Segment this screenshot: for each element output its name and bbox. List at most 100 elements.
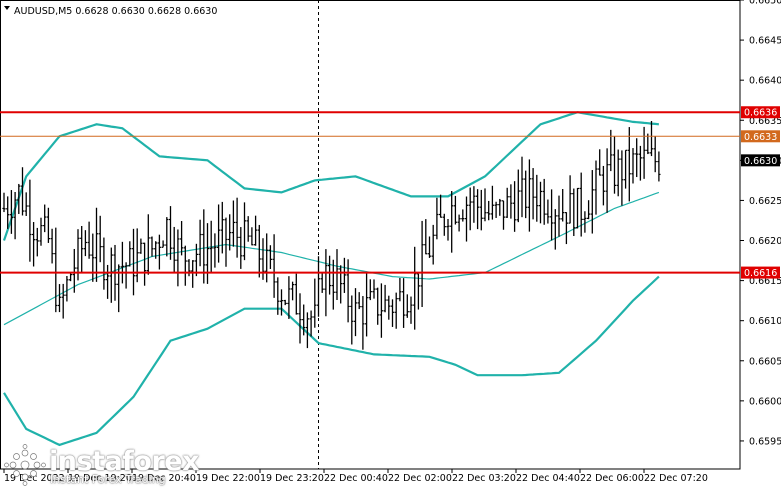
ohlc-bar: [57, 284, 62, 313]
instaforex-logo-icon: [4, 444, 46, 486]
y-tick-label: 0.6650: [749, 0, 781, 7]
ohlc-bar: [505, 187, 509, 218]
ohlc-bar: [98, 215, 102, 263]
ohlc-bar: [20, 167, 25, 216]
y-tick-label: 0.6595: [749, 436, 781, 447]
ohlc-bar: [416, 273, 420, 310]
ohlc-bar: [328, 255, 332, 295]
y-tick-label: 0.6640: [749, 76, 781, 87]
ohlc-bar: [542, 178, 546, 225]
ohlc-bar: [379, 283, 383, 338]
ohlc-bar: [513, 181, 517, 232]
x-tick-label: 22 Dec 00:40: [324, 473, 388, 484]
ohlc-bar: [157, 234, 161, 270]
ohlc-bar: [638, 145, 642, 181]
ohlc-bar: [427, 236, 432, 258]
y-tick-label: 0.6610: [749, 316, 781, 327]
ohlc-bar: [6, 196, 10, 229]
ohlc-bar: [442, 213, 446, 236]
ohlc-bar: [298, 293, 302, 344]
ohlc-bar: [446, 219, 450, 241]
x-tick-label: 19 Dec 2022: [4, 473, 65, 484]
ohlc-bar: [357, 292, 361, 310]
ohlc-bar: [9, 190, 13, 234]
ohlc-bar: [627, 127, 631, 202]
ohlc-bar: [61, 283, 65, 319]
ohlc-bar: [316, 256, 321, 317]
ohlc-bar: [176, 229, 180, 287]
ohlc-bar: [194, 243, 198, 277]
ohlc-bar: [94, 207, 99, 282]
x-tick-label: 19 Dec 19:20: [68, 473, 132, 484]
ohlc-bar: [653, 136, 657, 173]
ohlc-bar: [487, 200, 491, 221]
ohlc-bar: [472, 186, 476, 223]
ohlc-bar: [483, 188, 487, 222]
ohlc-bar: [642, 126, 646, 179]
ohlc-bar: [331, 259, 335, 310]
ohlc-bar: [2, 192, 6, 213]
y-tick-label: 0.6625: [749, 196, 781, 207]
ohlc-bar: [87, 221, 91, 259]
ohlc-bar: [224, 217, 228, 267]
x-tick-label: 22 Dec 06:00: [580, 473, 644, 484]
ohlc-bar: [202, 209, 206, 284]
ohlc-bar: [387, 295, 391, 320]
ohlc-bar: [172, 226, 176, 273]
ohlc-bar: [342, 257, 346, 293]
ohlc-bar: [268, 245, 272, 270]
ohlc-bar: [235, 197, 239, 258]
current-price-label: 0.6630: [744, 156, 777, 167]
ohlc-bar: [183, 245, 187, 286]
ohlc-bar: [557, 195, 561, 237]
x-tick-label: 22 Dec 02:00: [388, 473, 452, 484]
ohlc-bar: [646, 133, 650, 155]
ohlc-bar: [353, 288, 358, 337]
ohlc-bar: [217, 204, 221, 263]
ohlc-bar: [524, 170, 528, 219]
ohlc-bar: [117, 264, 121, 313]
ohlc-bar: [546, 199, 550, 224]
y-tick-label: 0.6620: [749, 236, 781, 247]
ohlc-bar: [313, 278, 317, 328]
ohlc-bar: [520, 156, 524, 218]
ohlc-bar: [335, 249, 339, 301]
ohlc-bar: [302, 304, 306, 336]
current-price-tag: [741, 154, 780, 167]
x-tick-label: 22 Dec 07:20: [644, 473, 708, 484]
ohlc-bar: [239, 227, 243, 269]
ohlc-bar: [361, 296, 365, 350]
ohlc-bar: [191, 260, 195, 288]
ohlc-bar: [165, 217, 169, 257]
ohlc-bar: [254, 215, 258, 246]
ohlc-bar: [209, 220, 213, 274]
ohlc-bar: [413, 246, 417, 330]
ohlc-bar: [498, 198, 502, 216]
level-price-label: 0.6616: [744, 268, 777, 279]
ohlc-bar: [13, 192, 17, 240]
ohlc-bar: [131, 228, 136, 296]
ohlc-bar: [431, 224, 435, 265]
ohlc-bar: [213, 233, 217, 268]
ohlc-bar: [106, 264, 110, 299]
ohlc-bar: [24, 192, 28, 216]
ohlc-bar: [368, 279, 372, 301]
ohlc-bar: [590, 170, 594, 234]
ohlc-bar: [102, 237, 106, 290]
ohlc-bar: [476, 189, 480, 230]
ohlc-bar: [283, 299, 287, 306]
lower-band: [3, 275, 660, 447]
ohlc-bar: [624, 149, 628, 189]
ohlc-bar: [339, 265, 343, 304]
level-price-tag: [741, 130, 780, 143]
ohlc-bar: [228, 214, 232, 251]
ohlc-bar: [46, 207, 50, 243]
ohlc-bar: [453, 195, 457, 225]
ohlc-bar: [72, 248, 76, 293]
ohlc-bar: [457, 214, 461, 232]
ohlc-bar: [365, 271, 369, 337]
ohlc-bar: [32, 222, 36, 267]
ohlc-bar: [261, 238, 265, 280]
